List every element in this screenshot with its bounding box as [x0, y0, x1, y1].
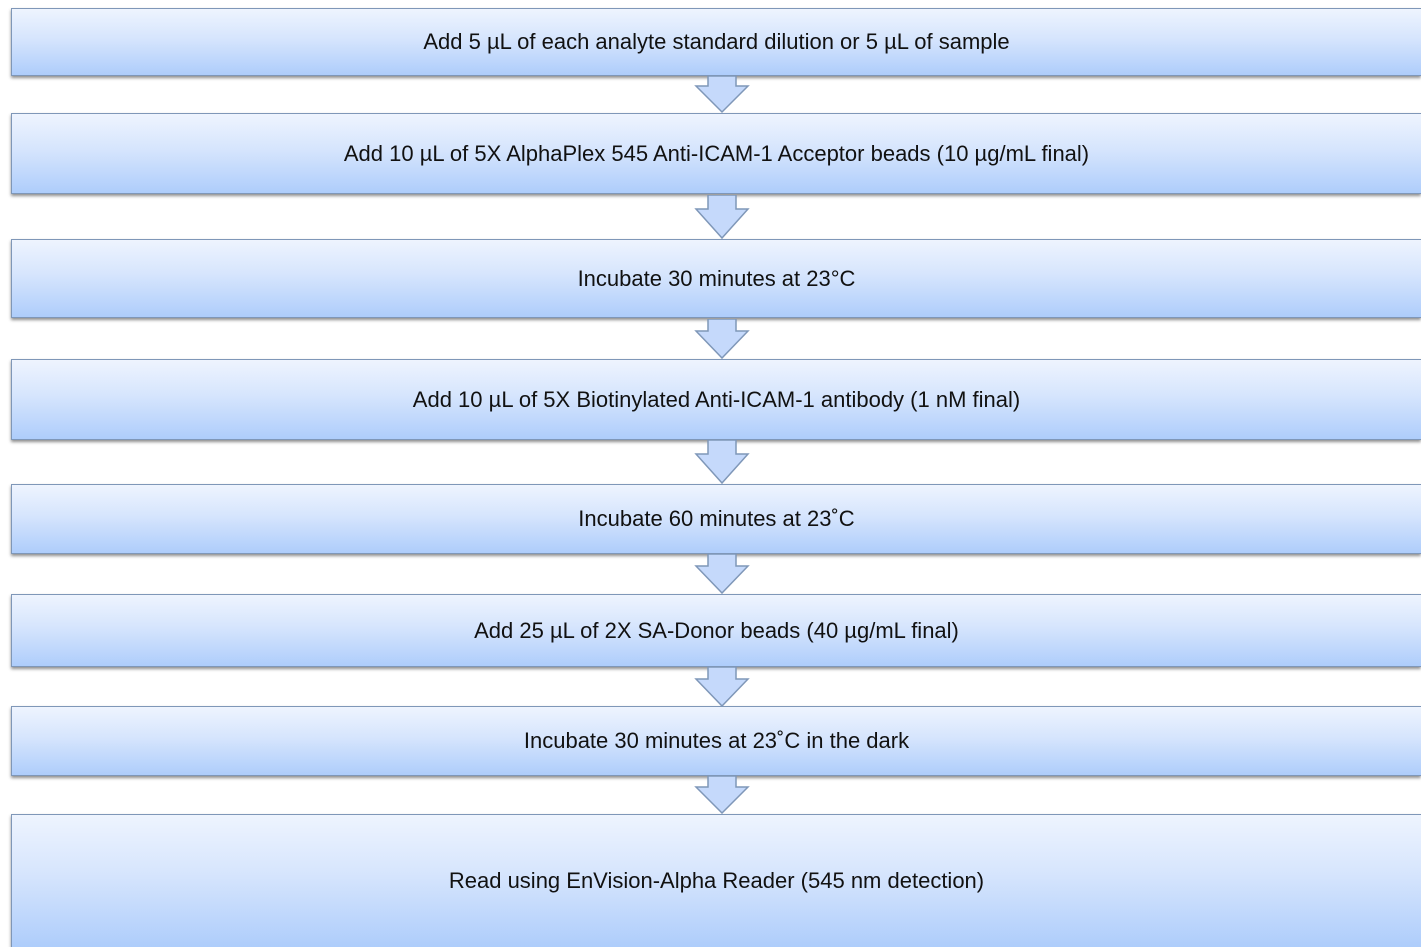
step-box-5: Incubate 60 minutes at 23˚C	[11, 484, 1421, 554]
step-label: Add 25 µL of 2X SA-Donor beads (40 µg/mL…	[474, 617, 959, 643]
step-box-1: Add 5 µL of each analyte standard diluti…	[11, 8, 1421, 76]
step-label: Add 10 µL of 5X AlphaPlex 545 Anti-ICAM-…	[343, 140, 1090, 166]
step-label: Incubate 30 minutes at 23˚C in the dark	[523, 728, 910, 753]
step-box-4: Add 10 µL of 5X Biotinylated Anti-ICAM-1…	[11, 359, 1421, 440]
step-box-2: Add 10 µL of 5X AlphaPlex 545 Anti-ICAM-…	[11, 113, 1421, 194]
step-label: Read using EnVision-Alpha Reader (545 nm…	[448, 868, 985, 893]
step-box-7: Incubate 30 minutes at 23˚C in the dark	[11, 706, 1421, 776]
step-box-8: Read using EnVision-Alpha Reader (545 nm…	[11, 814, 1421, 947]
step-label: Add 5 µL of each analyte standard diluti…	[423, 29, 1010, 54]
down-arrow-icon	[694, 776, 750, 814]
down-arrow-icon	[694, 554, 750, 594]
down-arrow-icon	[694, 440, 750, 484]
step-label: Incubate 60 minutes at 23˚C	[578, 506, 855, 531]
down-arrow-icon	[694, 667, 750, 707]
step-label: Incubate 30 minutes at 23°C	[577, 265, 856, 291]
down-arrow-icon	[694, 195, 750, 239]
down-arrow-icon	[694, 76, 750, 114]
step-label: Add 10 µL of 5X Biotinylated Anti-ICAM-1…	[412, 386, 1021, 412]
step-box-6: Add 25 µL of 2X SA-Donor beads (40 µg/mL…	[11, 594, 1421, 667]
down-arrow-icon	[694, 319, 750, 359]
step-box-3: Incubate 30 minutes at 23°C	[11, 239, 1421, 318]
